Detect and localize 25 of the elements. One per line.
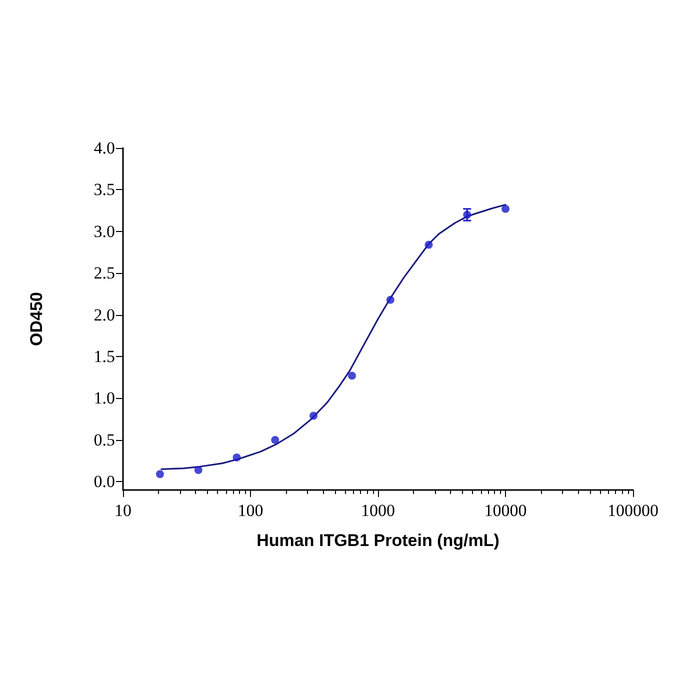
y-tick-label: 0.5 [94,430,115,450]
y-tick-label: 0.0 [94,472,115,492]
y-tick-label: 2.5 [94,264,115,283]
point [386,296,394,304]
point [310,412,318,420]
point [424,240,433,249]
x-tick-label: 100 [238,501,264,520]
point [194,466,202,474]
x-tick-label: 1000 [361,501,395,520]
point [502,204,510,213]
y-axis-title: OD450 [27,292,46,346]
y-tick-label: 3.5 [94,180,115,200]
point [156,470,164,478]
y-tick-label: 1.0 [94,388,115,408]
x-axis-title: Human ITGB1 Protein (ng/mL) [256,531,500,550]
y-tick-label: 1.5 [94,347,115,366]
x-tick-label: 100000 [608,501,658,520]
point [271,436,280,444]
point [348,372,356,380]
x-tick-label: 10 [114,501,132,520]
point [232,453,241,462]
y-tick-label: 2.0 [94,305,115,324]
y-tick-label: 4.0 [94,138,115,158]
y-tick-label: 3.0 [94,222,115,241]
x-tick-label: 10000 [484,501,527,520]
